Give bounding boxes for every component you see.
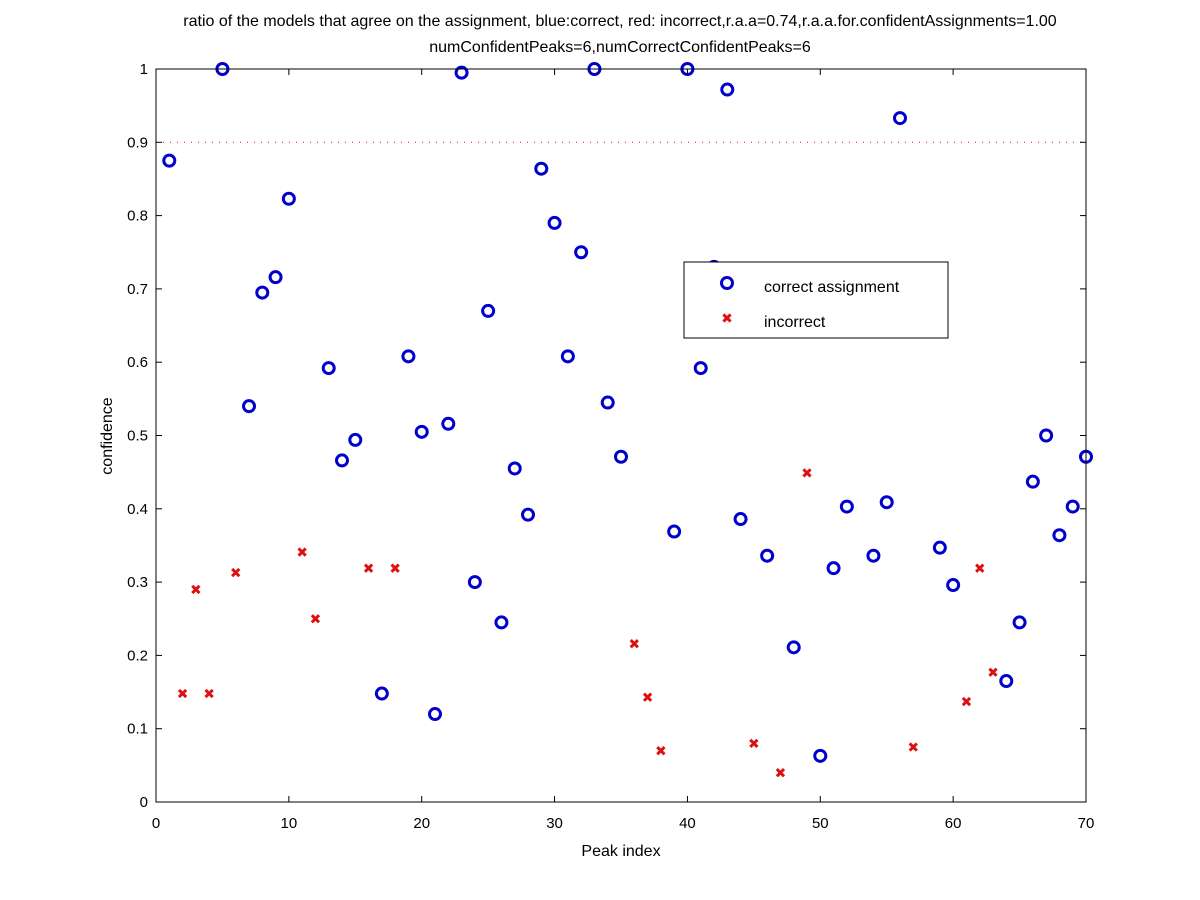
point-incorrect [310, 614, 321, 624]
point-correct [454, 65, 469, 80]
point-correct [547, 215, 562, 230]
y-tick-label: 0.5 [127, 428, 148, 445]
point-incorrect [642, 692, 653, 702]
point-correct [255, 285, 270, 300]
point-correct [481, 303, 496, 318]
point-correct [242, 399, 256, 414]
legend-circle-marker [720, 276, 734, 290]
point-correct [893, 111, 907, 126]
x-tick-label: 10 [281, 815, 298, 832]
y-tick-label: 0.4 [127, 501, 148, 518]
point-incorrect [802, 468, 812, 478]
y-tick-label: 0.2 [127, 647, 148, 664]
x-tick-label: 0 [152, 815, 160, 832]
point-correct [268, 270, 283, 285]
point-incorrect [231, 567, 241, 578]
point-correct [401, 349, 416, 364]
x-tick-label: 40 [679, 815, 696, 832]
point-incorrect [988, 667, 998, 677]
x-tick-label: 20 [413, 815, 430, 832]
point-incorrect [297, 547, 307, 557]
point-incorrect [908, 742, 918, 752]
y-tick-label: 0.7 [127, 281, 148, 298]
point-correct [760, 548, 775, 563]
point-correct [162, 153, 177, 168]
point-correct [507, 461, 522, 476]
point-correct [1052, 528, 1067, 543]
point-correct [932, 540, 947, 555]
point-incorrect [177, 688, 188, 699]
point-incorrect [390, 563, 400, 573]
point-correct [521, 507, 535, 522]
point-correct [441, 416, 456, 431]
legend-x-marker [722, 313, 732, 323]
point-correct [1065, 499, 1080, 514]
x-tick-label: 60 [945, 815, 962, 832]
point-correct [374, 686, 389, 701]
point-correct [1039, 428, 1054, 443]
point-correct [879, 495, 894, 510]
y-axis-label: confidence [99, 397, 116, 474]
point-correct [1012, 615, 1027, 630]
point-incorrect [961, 696, 972, 707]
x-tick-label: 30 [546, 815, 563, 832]
y-tick-label: 0.6 [127, 354, 148, 371]
y-tick-label: 0 [140, 794, 148, 811]
legend-box [683, 261, 949, 339]
point-correct [786, 640, 801, 655]
point-incorrect [191, 584, 201, 595]
chart-title-line-1: ratio of the models that agree on the as… [183, 13, 1057, 30]
point-correct [414, 424, 429, 439]
point-incorrect [775, 768, 786, 778]
point-incorrect [629, 639, 639, 649]
point-correct [946, 578, 961, 593]
x-axis-label: Peak index [581, 843, 660, 860]
legend-marker-incorrect [722, 313, 732, 323]
y-tick-label: 0.8 [127, 208, 148, 225]
axis-ticks: 0 10 20 30 40 50 60 70 0 0.1 0.2 0.3 0.4 0.5 0.6 0.7 0.8… [127, 61, 1094, 832]
y-tick-label: 1 [140, 61, 148, 78]
point-correct [335, 453, 349, 468]
point-correct [600, 395, 615, 410]
point-incorrect [656, 746, 666, 756]
legend: correct assignment incorrect [683, 261, 949, 339]
point-correct [813, 748, 828, 763]
point-correct [1025, 474, 1040, 489]
point-correct [281, 191, 296, 206]
point-correct [733, 512, 748, 527]
legend-marker-correct [720, 276, 734, 290]
point-correct [574, 245, 589, 260]
legend-label-incorrect: incorrect [764, 314, 826, 331]
point-correct [494, 615, 509, 630]
chart-title-line-2: numConfidentPeaks=6,numCorrectConfidentP… [429, 39, 811, 56]
point-correct [614, 449, 628, 464]
y-tick-label: 0.1 [127, 721, 148, 738]
point-correct [467, 575, 482, 590]
y-tick-label: 0.3 [127, 574, 148, 591]
x-tick-label: 70 [1078, 815, 1095, 832]
point-correct [667, 524, 682, 539]
point-incorrect [204, 688, 214, 699]
point-correct [321, 361, 336, 376]
point-correct [693, 361, 708, 376]
point-incorrect [749, 738, 759, 749]
legend-label-correct: correct assignment [764, 279, 900, 296]
point-correct [999, 674, 1014, 689]
point-incorrect [363, 563, 374, 573]
point-incorrect [975, 563, 985, 573]
point-correct [348, 432, 363, 447]
point-correct [560, 349, 575, 364]
point-correct [720, 82, 735, 97]
point-correct [534, 161, 549, 176]
point-correct [839, 499, 854, 514]
point-correct [428, 707, 442, 722]
point-correct [866, 548, 881, 563]
x-tick-label: 50 [812, 815, 829, 832]
y-tick-label: 0.9 [127, 134, 148, 151]
point-correct [826, 561, 841, 576]
